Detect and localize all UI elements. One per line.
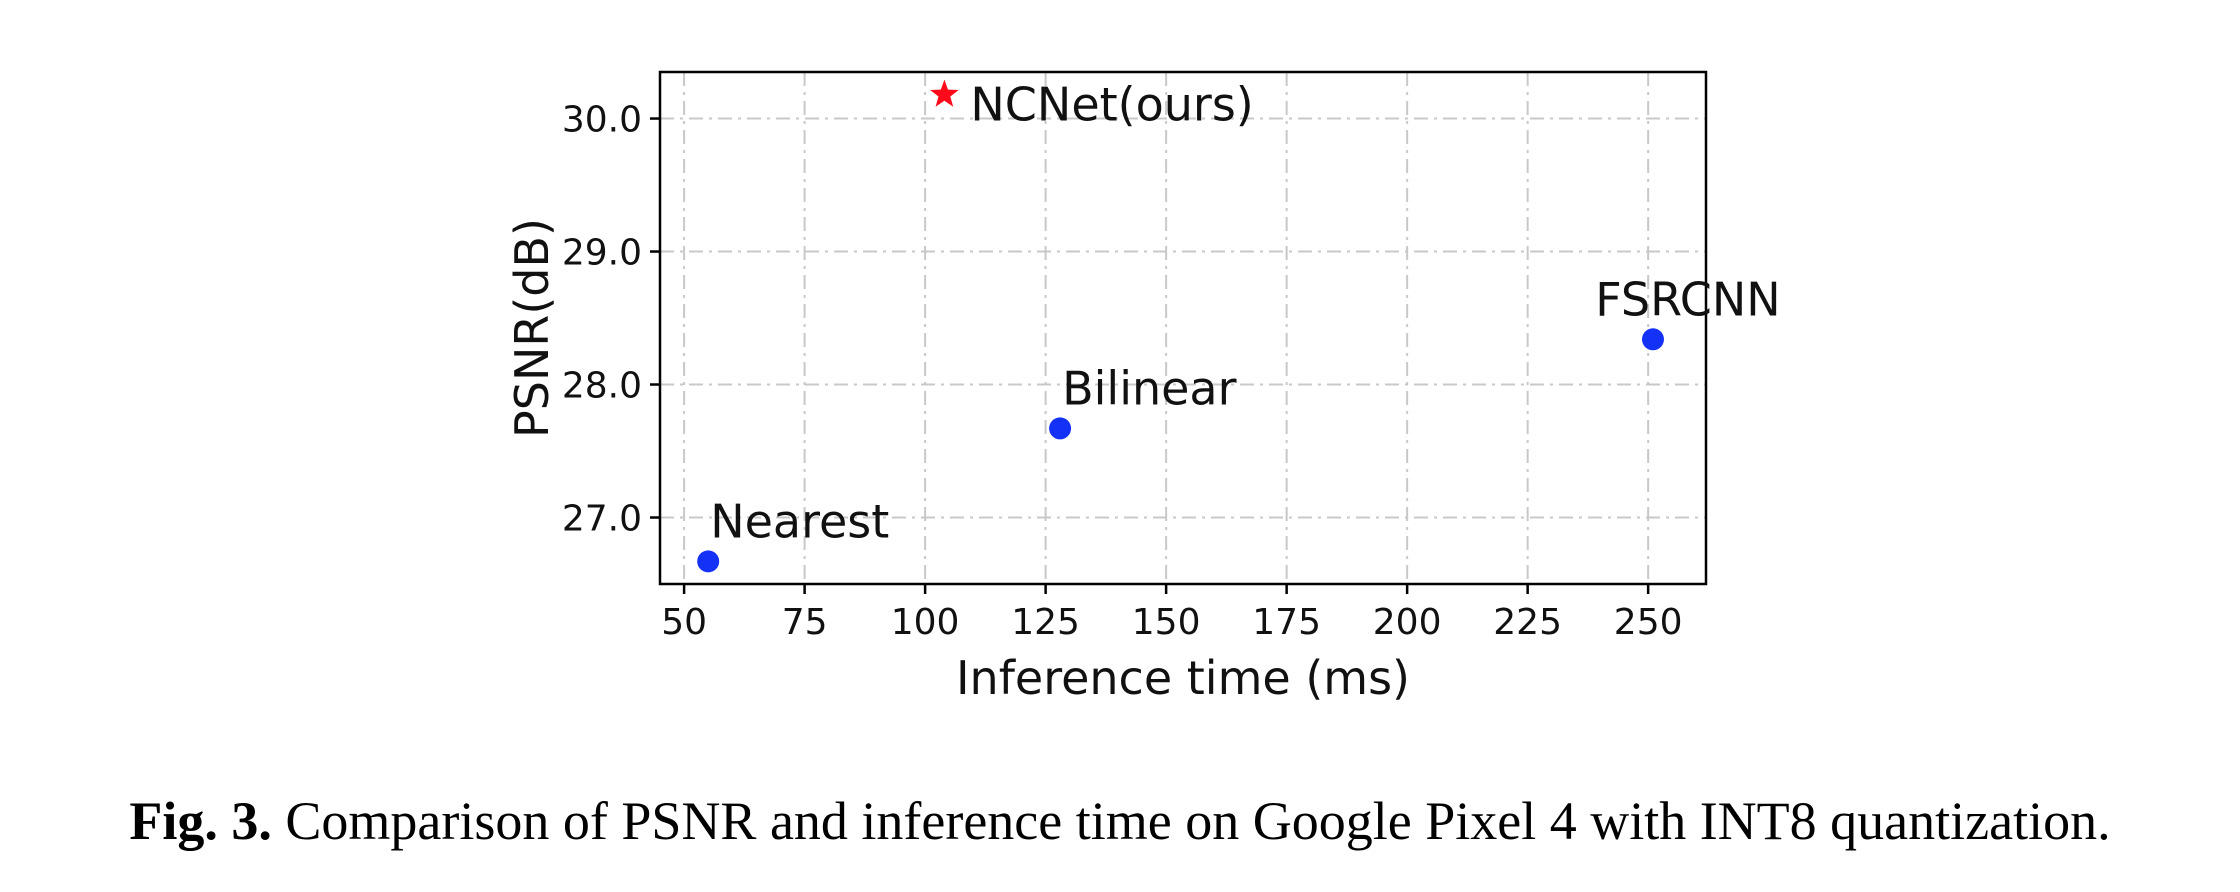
x-tick-label: 200 xyxy=(1373,602,1442,643)
data-point-label: NCNet(ours) xyxy=(970,78,1253,132)
x-tick-label: 175 xyxy=(1252,602,1321,643)
x-tick-label: 100 xyxy=(891,602,960,643)
data-point-label: Nearest xyxy=(710,494,889,548)
y-tick-label: 27.0 xyxy=(562,499,642,540)
caption-text: Comparison of PSNR and inference time on… xyxy=(285,791,2111,851)
scatter-chart: 50 75 100 125 150 175 200 225 250 27.0 28.0 29.0 30.… xyxy=(505,70,1781,705)
data-point-star xyxy=(930,79,959,107)
caption-prefix: Fig. 3. xyxy=(129,791,272,851)
plot-frame xyxy=(658,70,1708,586)
y-tick-label: 28.0 xyxy=(562,366,642,407)
data-point-circle xyxy=(1641,328,1664,351)
x-tick-label: 75 xyxy=(782,602,828,643)
y-tick-label: 29.0 xyxy=(562,233,642,274)
data-point-circle xyxy=(1049,417,1072,440)
x-tick-label: 125 xyxy=(1011,602,1080,643)
x-tick-label: 225 xyxy=(1493,602,1562,643)
data-point-circle xyxy=(697,550,720,573)
x-tick-label: 50 xyxy=(661,602,707,643)
x-axis-label: Inference time (ms) xyxy=(956,651,1410,705)
y-tick-label: 30.0 xyxy=(562,100,642,141)
x-tick-label: 250 xyxy=(1614,602,1683,643)
data-point-label: Bilinear xyxy=(1062,361,1237,415)
data-point-label: FSRCNN xyxy=(1595,272,1780,326)
figure-caption: Fig. 3. Comparison of PSNR and inference… xyxy=(0,790,2240,852)
x-tick-label: 150 xyxy=(1132,602,1201,643)
y-axis-label: PSNR(dB) xyxy=(505,218,559,438)
